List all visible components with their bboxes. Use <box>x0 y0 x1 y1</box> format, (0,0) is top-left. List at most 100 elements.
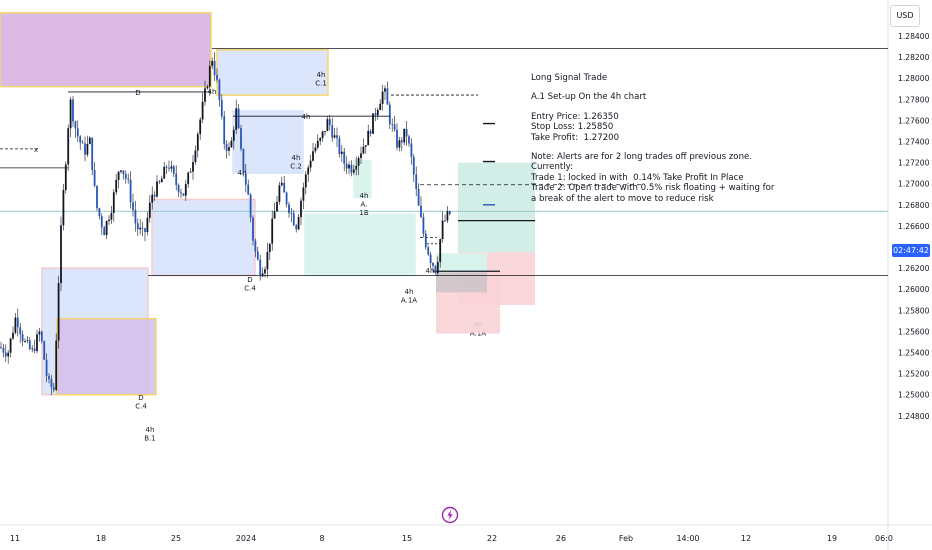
candle-body <box>307 167 310 175</box>
candle-body <box>144 228 146 232</box>
zone-label: B.1 <box>144 435 155 443</box>
candle-body <box>201 101 204 120</box>
candle-body <box>12 332 14 339</box>
candle-body <box>0 347 2 349</box>
lightning-icon[interactable] <box>441 506 459 524</box>
zone-box <box>216 48 329 96</box>
candle-body <box>379 103 382 110</box>
candle-body <box>292 213 295 226</box>
candle-body <box>408 136 410 144</box>
note-line <box>531 103 831 112</box>
currency-selector[interactable]: USD <box>890 5 920 27</box>
candle-body <box>328 119 331 126</box>
candle-body <box>74 121 77 129</box>
candle-body <box>302 187 305 201</box>
candle-body <box>362 146 365 154</box>
y-tick-label: 1.27000 <box>898 180 930 189</box>
candle-body <box>16 317 19 328</box>
candle-body <box>288 204 290 214</box>
candle-body <box>396 129 398 148</box>
candle-body <box>283 182 286 193</box>
candle-body <box>204 88 206 102</box>
candle-body <box>290 213 293 214</box>
note-line <box>531 143 831 152</box>
y-tick-label: 1.28200 <box>898 53 930 62</box>
candle-body <box>336 135 338 139</box>
candle-body <box>400 140 403 143</box>
candle-body <box>338 138 341 154</box>
candle-body <box>76 128 79 137</box>
candle-body <box>444 220 446 222</box>
candle-body <box>172 166 175 174</box>
level-tag: 4h <box>208 88 217 96</box>
candle-body <box>31 348 34 350</box>
candle-body <box>405 128 408 137</box>
candle-body <box>247 184 250 195</box>
candle-body <box>196 133 199 151</box>
candle-body <box>230 140 233 148</box>
candle-body <box>232 129 235 141</box>
zone-label: C.4 <box>135 403 147 411</box>
candle-body <box>345 163 348 169</box>
candle-body <box>139 227 142 230</box>
candle-body <box>360 153 362 159</box>
candle-body <box>381 91 384 104</box>
x-tick-label: 15 <box>402 534 412 543</box>
candle-body <box>254 240 257 252</box>
x-tick-label: 26 <box>556 534 566 543</box>
candle-body <box>422 216 425 234</box>
candle-body <box>436 262 439 274</box>
y-tick-label: 1.26600 <box>898 222 930 231</box>
zone-label: A.1A <box>401 297 417 305</box>
candle-body <box>432 263 434 266</box>
x-tick-label: 25 <box>171 534 181 543</box>
candle-body <box>420 205 422 217</box>
candle-body <box>357 158 360 166</box>
candle-body <box>177 185 180 193</box>
y-tick-label: 1.25600 <box>898 327 930 336</box>
candle-body <box>26 340 29 342</box>
candle-body <box>235 108 238 130</box>
candle-body <box>170 166 173 169</box>
candle-body <box>369 130 372 134</box>
candle-body <box>388 104 391 125</box>
zone-label: C.4 <box>244 285 256 293</box>
y-tick-label: 1.25400 <box>898 349 930 358</box>
candle-body <box>374 113 377 116</box>
zone-label: 4h <box>146 426 155 434</box>
candle-body <box>4 352 7 357</box>
candle-body <box>273 211 276 219</box>
candle-body <box>256 251 259 260</box>
candle-body <box>100 216 103 228</box>
note-line: Currently: <box>531 162 574 173</box>
y-tick-label: 1.26800 <box>898 201 930 210</box>
candle-body <box>393 124 396 130</box>
candle-body <box>2 348 5 353</box>
candle-body <box>391 124 394 125</box>
y-tick-label: 1.25000 <box>898 391 930 400</box>
note-line: a break of the alert to move to reduce r… <box>531 193 714 204</box>
candle-body <box>199 119 202 134</box>
candle-body <box>117 171 120 180</box>
candle-body <box>36 334 38 351</box>
candle-body <box>69 99 72 129</box>
y-tick-label: 1.28000 <box>898 74 930 83</box>
candle-body <box>127 178 130 180</box>
candle-body <box>264 269 266 274</box>
candle-body <box>410 143 413 157</box>
candle-body <box>319 138 322 141</box>
candle-body <box>268 243 271 253</box>
candle-body <box>355 165 358 170</box>
x-tick-label: Feb <box>619 534 633 543</box>
zone-box <box>232 110 304 174</box>
candle-body <box>60 225 62 284</box>
candle-body <box>81 142 84 144</box>
candle-body <box>244 173 247 185</box>
candle-body <box>38 331 41 335</box>
candle-body <box>129 179 132 203</box>
candle-body <box>175 173 178 186</box>
candle-body <box>316 140 319 148</box>
candle-body <box>103 227 106 236</box>
candle-body <box>153 194 156 197</box>
